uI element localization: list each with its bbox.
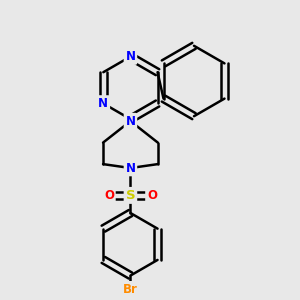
Text: O: O [147,189,157,202]
Text: O: O [104,189,114,202]
Text: N: N [125,161,135,175]
Text: N: N [125,50,135,63]
Text: Br: Br [123,283,138,296]
Text: S: S [126,189,135,202]
Text: N: N [98,97,108,110]
Text: N: N [125,115,135,128]
